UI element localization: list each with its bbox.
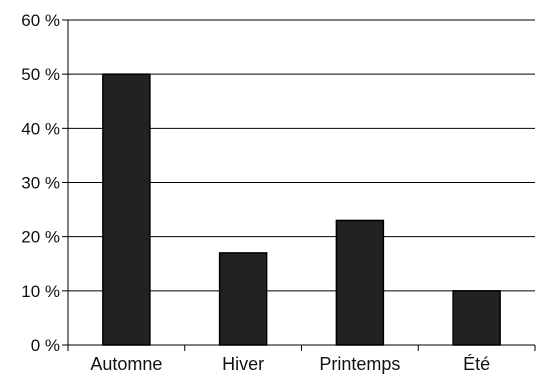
y-tick-label: 20 % bbox=[21, 228, 60, 247]
x-category-label: Automne bbox=[90, 354, 162, 374]
x-category-label: Hiver bbox=[222, 354, 264, 374]
y-tick-label: 60 % bbox=[21, 11, 60, 30]
bar bbox=[452, 290, 501, 346]
y-tick-label: 0 % bbox=[31, 336, 60, 355]
axes bbox=[62, 19, 536, 351]
bar bbox=[335, 219, 385, 346]
y-tick-label: 30 % bbox=[21, 174, 60, 193]
x-category-label: Été bbox=[463, 354, 490, 374]
bars bbox=[102, 73, 501, 346]
bar bbox=[102, 73, 151, 346]
y-tick-label: 10 % bbox=[21, 282, 60, 301]
y-tick-label: 50 % bbox=[21, 65, 60, 84]
y-tick-labels: 0 % 10 % 20 % 30 % 40 % 50 % 60 % bbox=[21, 11, 60, 355]
y-tick-label: 40 % bbox=[21, 119, 60, 138]
bar bbox=[218, 252, 268, 346]
x-category-label: Printemps bbox=[319, 354, 400, 374]
x-category-labels: Automne Hiver Printemps Été bbox=[90, 354, 490, 374]
